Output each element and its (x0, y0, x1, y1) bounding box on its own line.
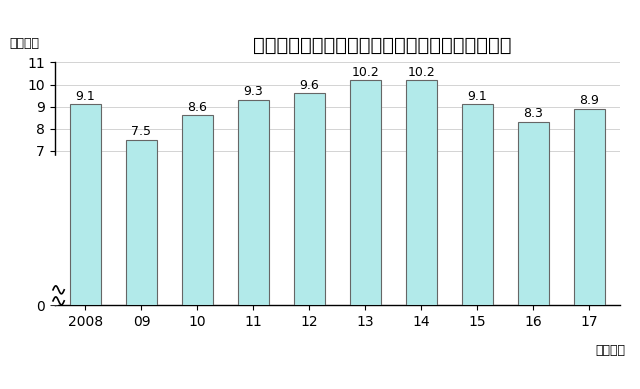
Text: 7.5: 7.5 (131, 125, 152, 138)
Bar (294, 93, 324, 305)
Text: 10.2: 10.2 (351, 65, 380, 79)
Text: 8.3: 8.3 (524, 107, 543, 121)
Text: 10.2: 10.2 (408, 65, 435, 79)
Bar (406, 80, 436, 305)
Text: 9.3: 9.3 (244, 86, 263, 98)
Text: （年度）: （年度） (596, 344, 626, 357)
Bar (350, 80, 381, 305)
Text: 8.9: 8.9 (579, 94, 599, 107)
Text: 8.6: 8.6 (188, 101, 207, 114)
Title: ガソリンスタンド経営業者の年度売上高合計推移: ガソリンスタンド経営業者の年度売上高合計推移 (253, 36, 512, 55)
Bar (574, 109, 605, 305)
Text: 9.1: 9.1 (467, 90, 487, 103)
Bar (518, 122, 548, 305)
Text: （兆円）: （兆円） (10, 37, 40, 50)
Bar (238, 100, 269, 305)
Text: 9.1: 9.1 (76, 90, 95, 103)
Bar (70, 104, 101, 305)
Bar (182, 116, 213, 305)
Bar (126, 140, 157, 305)
Bar (462, 104, 493, 305)
Text: 9.6: 9.6 (300, 79, 319, 92)
